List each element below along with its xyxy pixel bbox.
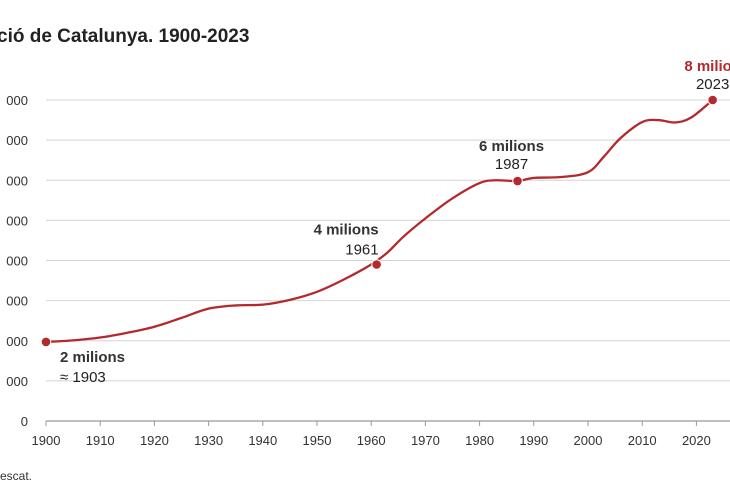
milestone-marker — [40, 336, 52, 348]
annotations: 2 milions ≈ 1903 4 milions 1961 6 milions198… — [40, 58, 730, 386]
y-tick-label: 000 — [6, 213, 28, 228]
source-note: escat. — [0, 469, 32, 483]
milestone-label: 2 milions — [60, 349, 125, 366]
milestone-year: 1961 — [345, 242, 378, 259]
x-tick-label: 1920 — [140, 433, 169, 448]
y-tick-label: 000 — [6, 254, 28, 269]
milestone-label: 6 milions — [479, 138, 544, 155]
y-tick-label: 000 — [6, 173, 28, 188]
x-tick-label: 2020 — [682, 433, 711, 448]
x-tick-label: 1990 — [519, 433, 548, 448]
milestone-marker — [371, 259, 382, 270]
milestone-year: ≈ 1903 — [60, 369, 106, 386]
y-tick-label: 000 — [6, 133, 28, 148]
x-tick-label: 2000 — [574, 433, 603, 448]
milestone-marker — [512, 175, 523, 187]
y-tick-label: 000 — [6, 294, 28, 309]
y-tick-label: 0 — [21, 414, 28, 429]
y-tick-label: 000 — [6, 374, 28, 389]
x-tick-label: 1980 — [465, 433, 494, 448]
x-tick-label: 1970 — [411, 433, 440, 448]
x-tick-label: 1960 — [357, 433, 386, 448]
data-series — [44, 98, 714, 344]
x-tick-label: 1950 — [303, 433, 332, 448]
y-tick-label: 000 — [6, 334, 28, 349]
milestone-year: 2023 — [696, 76, 729, 93]
x-tick-label: 1900 — [32, 433, 61, 448]
milestone-year: 1987 — [495, 156, 528, 173]
milestone-label: 8 milion — [684, 58, 730, 75]
x-tick-label: 1940 — [248, 433, 277, 448]
x-tick-label: 1930 — [194, 433, 223, 448]
y-tick-label: 000 — [6, 93, 28, 108]
x-tick-label: 2010 — [628, 433, 657, 448]
milestone-marker — [707, 94, 718, 106]
x-axis-ticks: 1900 1910 1920 1930 1940 1950 1960 1970 1980 1990… — [32, 421, 711, 448]
chart-title: ció de Catalunya. 1900-2023 — [0, 26, 249, 47]
milestone-label: 4 milions — [314, 222, 379, 239]
population-line-0 — [44, 98, 714, 344]
gridlines — [46, 99, 730, 422]
x-tick-label: 1910 — [86, 433, 115, 448]
